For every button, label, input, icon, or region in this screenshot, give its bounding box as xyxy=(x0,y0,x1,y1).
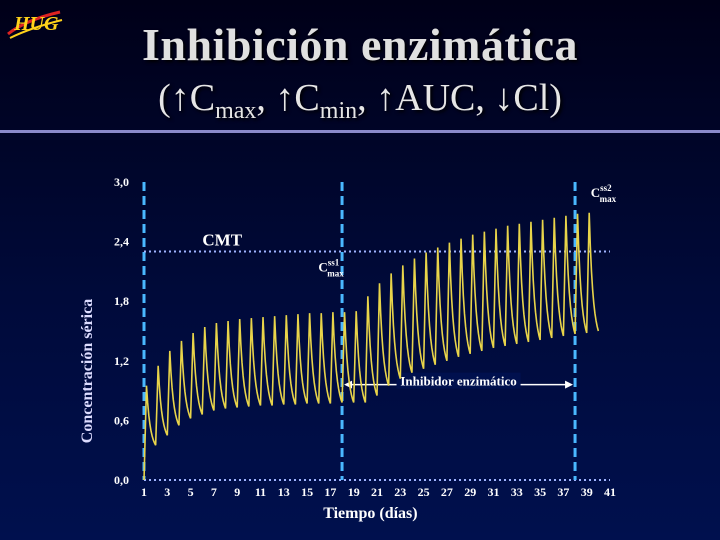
slide-title: Inhibición enzimática xyxy=(141,19,579,70)
subtitle-cl: Cl xyxy=(513,77,550,119)
subtitle-sep2: , xyxy=(357,77,377,119)
arrow-up-icon: ↑ xyxy=(376,77,396,119)
x-tick-label: 27 xyxy=(441,485,453,499)
x-tick-label: 17 xyxy=(324,485,336,499)
x-tick-label: 15 xyxy=(301,485,313,499)
subtitle-cmin-sub: min xyxy=(319,98,358,124)
x-tick-label: 25 xyxy=(418,485,430,499)
x-tick-label: 41 xyxy=(604,485,616,499)
x-tick-label: 21 xyxy=(371,485,383,499)
subtitle-cmin: C xyxy=(294,77,320,119)
subtitle-auc: AUC xyxy=(395,77,476,119)
subtitle-sep3: , xyxy=(475,77,495,119)
x-tick-label: 35 xyxy=(534,485,546,499)
arrow-down-icon: ↓ xyxy=(494,77,514,119)
arrow-right-icon xyxy=(565,380,574,389)
x-tick-label: 11 xyxy=(255,485,266,499)
slide-subtitle: (↑Cmax, ↑Cmin, ↑AUC, ↓Cl) xyxy=(0,76,720,125)
inhibitor-label-bg xyxy=(396,372,521,389)
x-tick-label: 13 xyxy=(278,485,290,499)
subtitle-cmax-sub: max xyxy=(215,98,257,124)
x-tick-label: 23 xyxy=(394,485,406,499)
x-tick-label: 19 xyxy=(348,485,360,499)
y-tick-label: 0,6 xyxy=(114,413,129,427)
title-divider xyxy=(0,130,720,133)
subtitle-open: ( xyxy=(158,77,171,119)
logo-text: HUG xyxy=(13,13,59,35)
arrow-up-icon: ↑ xyxy=(170,77,190,119)
y-tick-label: 1,2 xyxy=(114,354,129,368)
x-tick-label: 39 xyxy=(581,485,593,499)
cmt-label: CMT xyxy=(202,231,242,250)
x-tick-label: 9 xyxy=(234,485,240,499)
x-axis-label: Tiempo (días) xyxy=(323,505,417,522)
subtitle-sep1: , xyxy=(256,77,276,119)
y-tick-label: 0,0 xyxy=(114,473,129,487)
inhibitor-label: Inhibidor enzimático xyxy=(400,374,516,389)
cmax-ss2-label: Css2 max xyxy=(591,183,617,204)
subtitle-cmax: C xyxy=(189,77,216,119)
x-tick-label: 29 xyxy=(464,485,476,499)
x-tick-label: 33 xyxy=(511,485,523,499)
y-tick-label: 2,4 xyxy=(114,235,129,249)
concentration-curve xyxy=(143,212,600,481)
y-axis-label: Concentración sérica xyxy=(79,299,96,443)
x-tick-label: 7 xyxy=(211,485,217,499)
x-tick-label: 1 xyxy=(141,485,147,499)
y-tick-label: 3,0 xyxy=(114,175,129,189)
arrow-up-icon: ↑ xyxy=(275,77,295,119)
subtitle-close: ) xyxy=(549,77,562,119)
x-tick-label: 31 xyxy=(488,485,500,499)
y-tick-label: 1,8 xyxy=(114,294,129,308)
x-tick-label: 3 xyxy=(164,485,170,499)
x-tick-label: 5 xyxy=(188,485,194,499)
cmax-ss1-label: Css1 max xyxy=(318,257,344,278)
x-tick-label: 37 xyxy=(557,485,569,499)
hospital-logo: HUG xyxy=(7,10,63,39)
